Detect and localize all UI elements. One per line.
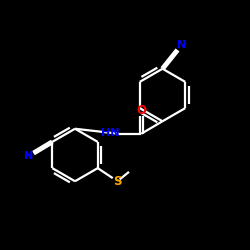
Text: S: S: [113, 176, 122, 188]
Text: HN: HN: [102, 128, 120, 138]
Text: N: N: [176, 40, 186, 50]
Text: N: N: [24, 150, 33, 161]
Text: O: O: [136, 104, 146, 117]
